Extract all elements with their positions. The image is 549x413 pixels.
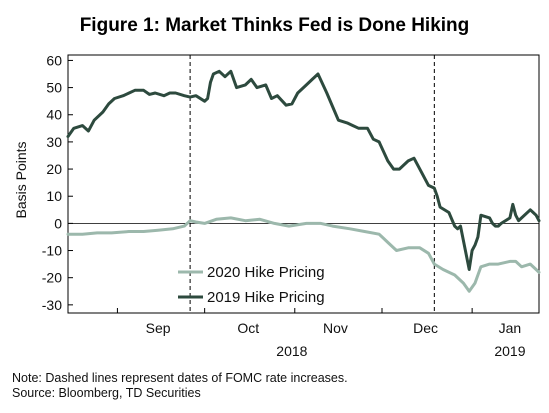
y-tick-label: 0 (54, 215, 62, 231)
source-note: Source: Bloomberg, TD Securities (12, 386, 201, 400)
x-tick-label: Sep (146, 320, 171, 336)
y-tick-label: 50 (46, 80, 62, 96)
y-tick-label: 30 (46, 134, 62, 150)
y-tick-label: 40 (46, 107, 62, 123)
y-tick-label: 60 (46, 52, 62, 68)
legend-label-2019: 2019 Hike Pricing (207, 289, 325, 306)
x-year-label: 2019 (494, 343, 525, 359)
x-axis: Sep Oct Nov Dec Jan 2018 2019 (116, 308, 526, 359)
y-axis-label: Basis Points (13, 141, 29, 218)
footnote: Note: Dashed lines represent dates of FO… (12, 371, 348, 385)
plot-frame (67, 54, 540, 314)
y-tick-label: -30 (42, 297, 62, 313)
y-tick-label: -20 (42, 270, 62, 286)
x-tick-label: Nov (323, 320, 348, 336)
y-tick-label: 10 (46, 188, 62, 204)
y-tick-label: 20 (46, 161, 62, 177)
series-2019-line (66, 69, 541, 271)
x-year-label: 2018 (276, 343, 307, 359)
series-2020-line (66, 216, 541, 293)
x-tick-label: Oct (237, 320, 259, 336)
series-lines (66, 69, 541, 293)
x-tick-label: Jan (499, 320, 522, 336)
plot-border (67, 54, 540, 314)
legend: 2020 Hike Pricing 2019 Hike Pricing (178, 264, 325, 306)
y-axis: -30 -20 -10 0 10 20 30 40 50 60 (42, 52, 73, 313)
y-tick-label: -10 (42, 243, 62, 259)
x-tick-label: Dec (413, 320, 438, 336)
chart-title: Figure 1: Market Thinks Fed is Done Hiki… (80, 15, 470, 36)
legend-label-2020: 2020 Hike Pricing (207, 264, 325, 281)
